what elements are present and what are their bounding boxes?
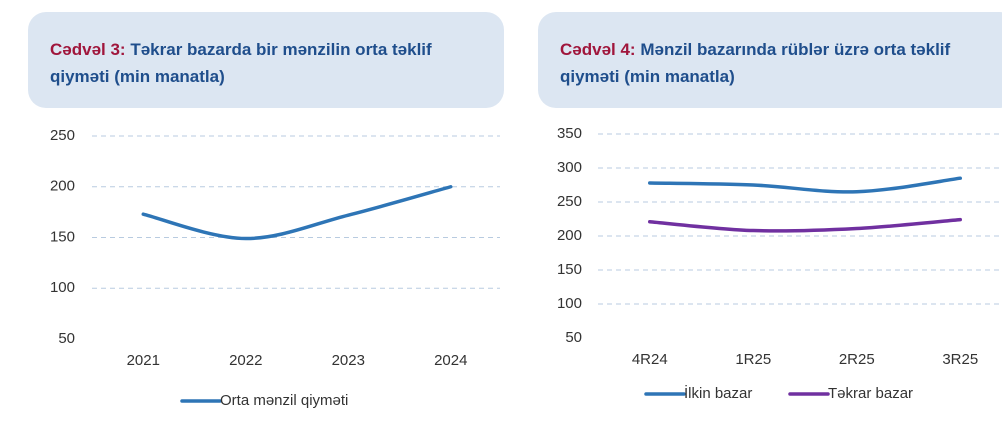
y-tick-label: 300 [557, 159, 582, 176]
chart-header: Cədvəl 3: Təkrar bazarda bir mənzilin or… [28, 12, 504, 108]
y-tick-label: 200 [50, 178, 75, 195]
x-tick-label: 2R25 [839, 351, 875, 368]
y-tick-label: 250 [50, 127, 75, 144]
x-tick-label: 2023 [332, 352, 365, 369]
legend-label: Orta mənzil qiymәti [220, 392, 348, 409]
chart-title: Mənzil bazarında rüblər üzrə orta təklif… [560, 40, 951, 86]
line-series [648, 217, 962, 233]
y-tick-label: 150 [50, 228, 75, 245]
y-tick-label: 250 [557, 193, 582, 210]
chart-title: Təkrar bazarda bir mənzilin orta təklif … [50, 40, 432, 86]
x-tick-label: 4R24 [632, 351, 668, 368]
line-series [141, 185, 453, 241]
chart-header: Cədvəl 4: Mənzil bazarında rüblər üzrə o… [538, 12, 1002, 108]
x-tick-label: 3R25 [942, 351, 978, 368]
chart-label: Cədvəl 3: [50, 40, 126, 59]
x-tick-label: 2024 [434, 352, 467, 369]
y-tick-label: 50 [58, 330, 75, 347]
x-tick-label: 1R25 [735, 351, 771, 368]
y-tick-label: 200 [557, 227, 582, 244]
y-tick-label: 150 [557, 261, 582, 278]
y-tick-label: 100 [50, 279, 75, 296]
y-tick-label: 50 [565, 329, 582, 346]
x-tick-label: 2022 [229, 352, 262, 369]
chart-label: Cədvəl 4: [560, 40, 636, 59]
x-tick-label: 2021 [127, 352, 160, 369]
legend-label: Təkrar bazar [828, 385, 913, 402]
y-tick-label: 100 [557, 295, 582, 312]
line-series [648, 176, 962, 194]
y-tick-label: 350 [557, 125, 582, 142]
legend-label: İlkin bazar [684, 384, 752, 402]
